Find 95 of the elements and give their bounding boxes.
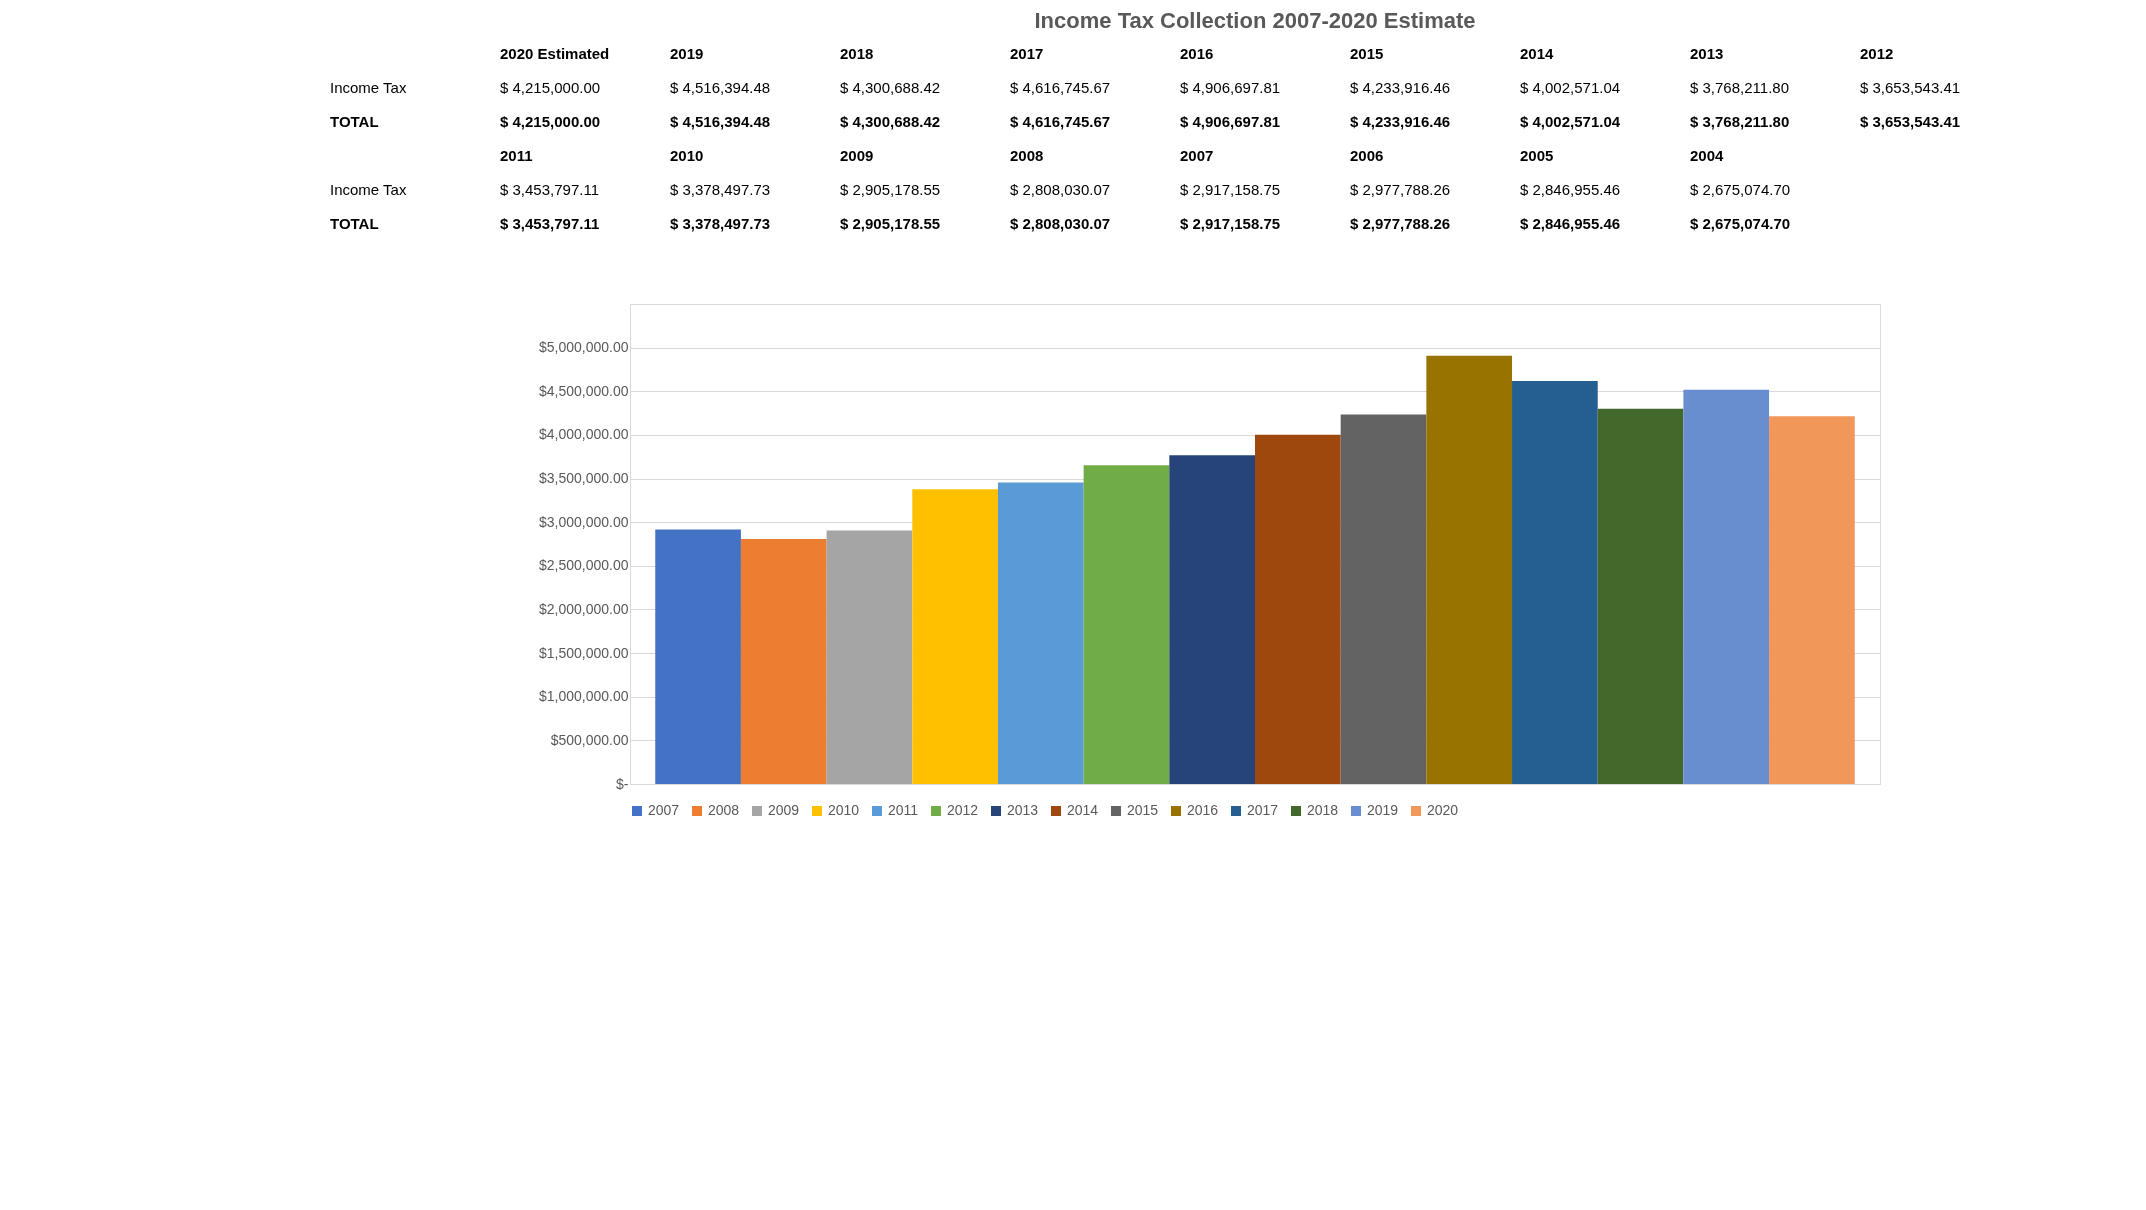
bar	[1169, 455, 1255, 784]
text: $ 4,516,394.48	[670, 79, 771, 96]
chart-title: Income Tax Collection 2007-2020 Estimate	[1034, 8, 1476, 33]
legend-label: 2020	[1427, 802, 1459, 818]
text: $ 4,300,688.42	[840, 79, 941, 96]
text: $ 2,917,158.75	[1180, 181, 1281, 198]
text: $ 4,215,000.00	[500, 113, 601, 130]
bar	[1512, 381, 1598, 784]
bar	[1683, 389, 1770, 784]
text: $ 4,616,745.67	[1010, 79, 1111, 96]
text: 2017	[1010, 45, 1044, 62]
text: Income Tax	[330, 79, 407, 96]
text: $ 2,808,030.07	[1010, 215, 1111, 232]
legend-label: 2007	[648, 802, 680, 818]
text: $ 3,768,211.80	[1690, 79, 1789, 96]
y-tick-label: $4,500,000.00	[538, 382, 629, 399]
text: $ 3,768,211.80	[1690, 113, 1790, 130]
bar	[997, 482, 1084, 784]
y-tick-label: $500,000.00	[550, 731, 629, 748]
text: 2019	[670, 45, 704, 62]
text: $ 4,300,688.42	[840, 113, 941, 130]
y-tick-label: $1,500,000.00	[538, 644, 629, 661]
text: $ 3,378,497.73	[670, 181, 771, 198]
bar	[1083, 465, 1170, 784]
text: $ 3,453,797.11	[500, 181, 599, 198]
text: 2015	[1350, 45, 1384, 62]
bar	[655, 529, 741, 784]
bar	[1597, 408, 1684, 784]
text: $ 4,616,745.67	[1010, 113, 1111, 130]
text: 2005	[1520, 147, 1554, 164]
text: $ 4,906,697.81	[1180, 113, 1281, 130]
text: $ 2,808,030.07	[1010, 181, 1111, 198]
bar	[1769, 416, 1855, 784]
text: $ 2,905,178.55	[840, 215, 941, 232]
text: $ 4,215,000.00	[500, 79, 601, 96]
bar	[1426, 355, 1513, 784]
text: 2004	[1690, 147, 1725, 164]
text: 2020 Estimated	[500, 45, 610, 62]
text: 2010	[670, 147, 704, 164]
text: $ 2,917,158.75	[1180, 215, 1281, 232]
legend-label: 2013	[1007, 802, 1039, 818]
legend-label: 2016	[1187, 802, 1219, 818]
bar	[826, 530, 913, 784]
text: 2012	[1860, 45, 1894, 62]
text: $ 2,675,074.70	[1690, 215, 1791, 232]
text: 2006	[1350, 147, 1384, 164]
text: $ 4,002,571.04	[1520, 113, 1621, 130]
text: 2018	[840, 45, 874, 62]
legend-label: 2012	[947, 802, 979, 818]
y-tick-label: $3,000,000.00	[538, 513, 629, 530]
text: $ 3,653,543.41	[1860, 79, 1961, 96]
text: 2008	[1010, 147, 1044, 164]
y-tick-label: $2,500,000.00	[538, 557, 629, 574]
y-tick-label: $1,000,000.00	[538, 688, 629, 705]
text: $ 3,453,797.11	[500, 215, 600, 232]
text: $ 4,002,571.04	[1520, 79, 1621, 96]
text: $ 4,233,916.46	[1350, 113, 1451, 130]
text: 2011	[500, 147, 533, 164]
text: $ 2,905,178.55	[840, 181, 941, 198]
text: TOTAL	[330, 113, 379, 130]
text: $ 2,846,955.46	[1520, 215, 1621, 232]
legend-label: 2014	[1067, 802, 1099, 818]
legend-label: 2011	[888, 802, 919, 818]
text: $ 3,653,543.41	[1860, 113, 1961, 130]
y-tick-label: $4,000,000.00	[538, 426, 629, 443]
y-tick-label: $2,000,000.00	[538, 600, 629, 617]
text: 2013	[1690, 45, 1724, 62]
text: 2007	[1180, 147, 1214, 164]
y-tick-label: $5,000,000.00	[538, 339, 629, 356]
text: 2014	[1520, 45, 1555, 62]
y-tick-label: $3,500,000.00	[538, 470, 629, 487]
text: $ 2,675,074.70	[1690, 181, 1791, 198]
text: $ 2,977,788.26	[1350, 181, 1451, 198]
legend-label: 2010	[828, 802, 860, 818]
bar	[740, 538, 827, 784]
legend-label: 2009	[768, 802, 800, 818]
legend-label: 2017	[1247, 802, 1279, 818]
legend-label: 2015	[1127, 802, 1159, 818]
text: $ 4,906,697.81	[1180, 79, 1281, 96]
legend-label: 2018	[1307, 802, 1339, 818]
legend-label: 2019	[1367, 802, 1399, 818]
y-tick-label: $-	[616, 775, 629, 792]
bar	[1255, 434, 1341, 784]
bar	[912, 489, 998, 784]
text: Income Tax	[330, 181, 407, 198]
bar	[1340, 414, 1427, 784]
legend-label: 2008	[708, 802, 740, 818]
text: $ 2,846,955.46	[1520, 181, 1621, 198]
text: $ 2,977,788.26	[1350, 215, 1451, 232]
text: 2009	[840, 147, 874, 164]
text: 2016	[1180, 45, 1214, 62]
text: TOTAL	[330, 215, 379, 232]
text: $ 3,378,497.73	[670, 215, 771, 232]
text: $ 4,233,916.46	[1350, 79, 1451, 96]
text: $ 4,516,394.48	[670, 113, 771, 130]
